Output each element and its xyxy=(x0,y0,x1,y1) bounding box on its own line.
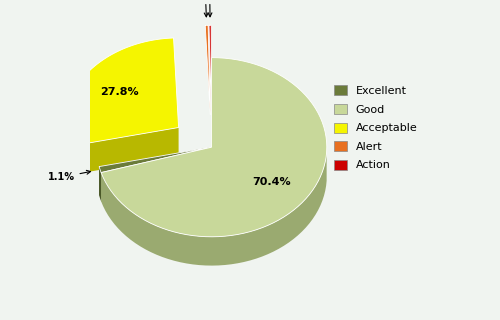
Polygon shape xyxy=(101,152,326,266)
Polygon shape xyxy=(99,167,101,201)
Polygon shape xyxy=(209,25,211,115)
Polygon shape xyxy=(64,38,178,147)
Text: 27.8%: 27.8% xyxy=(100,87,138,97)
Text: 1.1%: 1.1% xyxy=(48,170,90,182)
Polygon shape xyxy=(99,147,212,172)
Polygon shape xyxy=(101,147,212,201)
Legend: Excellent, Good, Acceptable, Alert, Action: Excellent, Good, Acceptable, Alert, Acti… xyxy=(329,81,422,175)
Polygon shape xyxy=(99,147,212,196)
Text: 70.4%: 70.4% xyxy=(252,177,291,187)
Polygon shape xyxy=(205,25,210,115)
Text: 0.3%: 0.3% xyxy=(196,0,223,17)
Text: 0.4%: 0.4% xyxy=(192,0,219,17)
Polygon shape xyxy=(101,58,327,237)
Polygon shape xyxy=(66,127,178,176)
Polygon shape xyxy=(64,129,66,176)
Polygon shape xyxy=(101,147,212,201)
